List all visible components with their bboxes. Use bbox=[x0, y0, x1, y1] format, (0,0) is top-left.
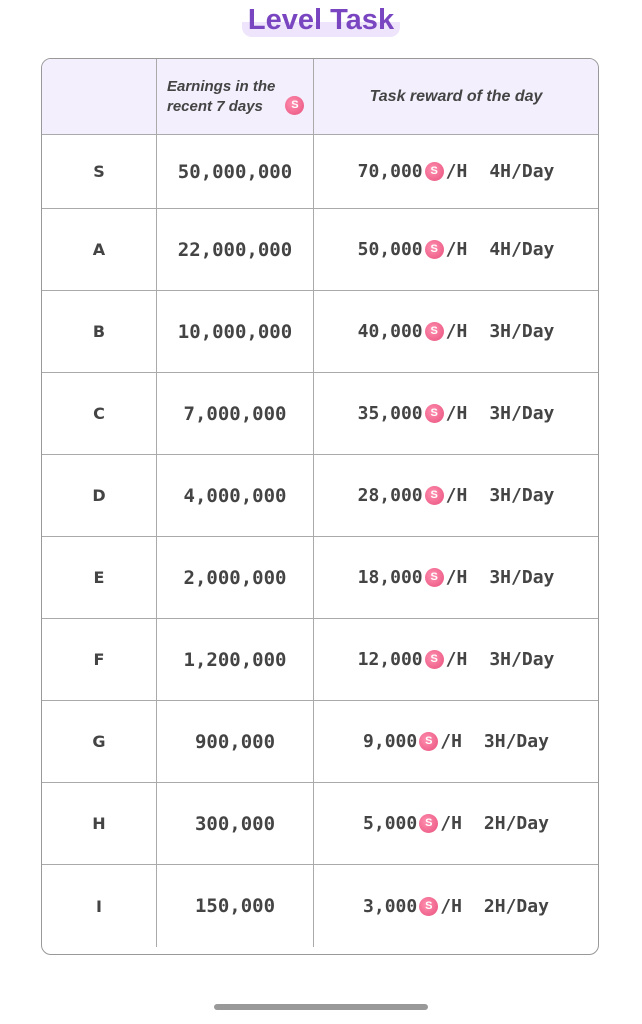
earnings-cell: 50,000,000 bbox=[157, 135, 314, 208]
coin-icon: S bbox=[424, 568, 444, 587]
level-cell: H bbox=[42, 783, 157, 864]
reward-amount: 18,000 bbox=[357, 567, 423, 588]
table-row: H 300,000 5,000 S/H 2H/Day bbox=[42, 783, 598, 865]
reward-amount: 50,000 bbox=[357, 239, 423, 260]
hours-per-day: 2H/Day bbox=[483, 895, 549, 917]
reward-unit: /H bbox=[445, 403, 468, 424]
earnings-cell: 300,000 bbox=[157, 783, 314, 864]
reward-cell: 5,000 S/H 2H/Day bbox=[314, 783, 598, 864]
coin-icon: S bbox=[424, 486, 444, 505]
earnings-cell: 4,000,000 bbox=[157, 455, 314, 536]
coin-icon: S bbox=[424, 162, 444, 181]
level-cell: G bbox=[42, 701, 157, 782]
level-cell: A bbox=[42, 209, 157, 290]
coin-icon: S bbox=[419, 814, 439, 833]
header-level bbox=[42, 59, 157, 134]
earnings-cell: 150,000 bbox=[157, 865, 314, 947]
coin-icon: S bbox=[285, 96, 305, 115]
level-task-table: Earnings in the recent 7 days S Task rewa… bbox=[41, 58, 599, 955]
table-row: B 10,000,000 40,000 S/H 3H/Day bbox=[42, 291, 598, 373]
hours-per-day: 3H/Day bbox=[489, 485, 555, 506]
reward-amount: 40,000 bbox=[357, 321, 423, 342]
reward-unit: /H bbox=[445, 649, 468, 670]
earnings-label-1: Earnings in the bbox=[167, 77, 276, 95]
hours-per-day: 4H/Day bbox=[489, 239, 555, 260]
reward-cell: 40,000 S/H 3H/Day bbox=[314, 291, 598, 372]
reward-amount: 5,000 bbox=[363, 813, 418, 834]
reward-amount: 35,000 bbox=[357, 403, 423, 424]
reward-unit: /H bbox=[445, 321, 468, 342]
level-cell: B bbox=[42, 291, 157, 372]
reward-unit: /H bbox=[445, 485, 468, 506]
level-cell: S bbox=[42, 135, 157, 208]
earnings-cell: 22,000,000 bbox=[157, 209, 314, 290]
hours-per-day: 3H/Day bbox=[489, 567, 555, 588]
hours-per-day: 3H/Day bbox=[489, 649, 555, 670]
reward-unit: /H bbox=[440, 731, 462, 752]
reward-amount: 9,000 bbox=[363, 731, 418, 752]
earnings-cell: 10,000,000 bbox=[157, 291, 314, 372]
table-row: A 22,000,000 50,000 S/H 4H/Day bbox=[42, 209, 598, 291]
coin-icon: S bbox=[424, 404, 444, 423]
reward-cell: 70,000 S/H 4H/Day bbox=[314, 135, 598, 208]
coin-icon: S bbox=[419, 732, 439, 751]
earnings-label-2: recent 7 days bbox=[167, 97, 263, 115]
reward-amount: 3,000 bbox=[363, 895, 418, 917]
reward-unit: /H bbox=[440, 895, 462, 917]
hours-per-day: 3H/Day bbox=[483, 731, 549, 752]
earnings-cell: 900,000 bbox=[157, 701, 314, 782]
reward-cell: 28,000 S/H 3H/Day bbox=[314, 455, 598, 536]
page-title: Level Task bbox=[241, 4, 401, 37]
reward-cell: 12,000 S/H 3H/Day bbox=[314, 619, 598, 700]
level-cell: E bbox=[42, 537, 157, 618]
coin-icon: S bbox=[419, 896, 439, 916]
earnings-cell: 1,200,000 bbox=[157, 619, 314, 700]
reward-unit: /H bbox=[445, 567, 468, 588]
reward-unit: /H bbox=[440, 813, 462, 834]
header-earnings: Earnings in the recent 7 days S bbox=[157, 59, 314, 134]
reward-cell: 9,000 S/H 3H/Day bbox=[314, 701, 598, 782]
table-row: S 50,000,000 70,000 S/H 4H/Day bbox=[42, 135, 598, 209]
reward-cell: 50,000 S/H 4H/Day bbox=[314, 209, 598, 290]
level-cell: I bbox=[42, 865, 157, 947]
table-header: Earnings in the recent 7 days S Task rewa… bbox=[42, 59, 598, 135]
table-row: E 2,000,000 18,000 S/H 3H/Day bbox=[42, 537, 598, 619]
hours-per-day: 2H/Day bbox=[483, 813, 549, 834]
table-row: I 150,000 3,000 S/H 2H/Day bbox=[42, 865, 598, 947]
reward-cell: 18,000 S/H 3H/Day bbox=[314, 537, 598, 618]
level-cell: D bbox=[42, 455, 157, 536]
table-row: F 1,200,000 12,000 S/H 3H/Day bbox=[42, 619, 598, 701]
reward-amount: 28,000 bbox=[357, 485, 423, 506]
hours-per-day: 3H/Day bbox=[489, 321, 555, 342]
reward-amount: 70,000 bbox=[357, 161, 423, 182]
earnings-cell: 2,000,000 bbox=[157, 537, 314, 618]
earnings-cell: 7,000,000 bbox=[157, 373, 314, 454]
reward-unit: /H bbox=[445, 239, 468, 260]
table-row: D 4,000,000 28,000 S/H 3H/Day bbox=[42, 455, 598, 537]
table-row: G 900,000 9,000 S/H 3H/Day bbox=[42, 701, 598, 783]
coin-icon: S bbox=[424, 240, 444, 259]
reward-unit: /H bbox=[445, 161, 468, 182]
coin-icon: S bbox=[424, 322, 444, 341]
home-indicator[interactable] bbox=[214, 1004, 428, 1010]
page-title-wrap: Level Task bbox=[0, 4, 642, 37]
level-cell: F bbox=[42, 619, 157, 700]
table-row: C 7,000,000 35,000 S/H 3H/Day bbox=[42, 373, 598, 455]
reward-amount: 12,000 bbox=[357, 649, 423, 670]
reward-cell: 3,000 S/H 2H/Day bbox=[314, 865, 598, 947]
header-reward: Task reward of the day bbox=[369, 87, 543, 105]
hours-per-day: 3H/Day bbox=[489, 403, 555, 424]
reward-cell: 35,000 S/H 3H/Day bbox=[314, 373, 598, 454]
level-cell: C bbox=[42, 373, 157, 454]
coin-icon: S bbox=[424, 650, 444, 669]
hours-per-day: 4H/Day bbox=[489, 161, 555, 182]
